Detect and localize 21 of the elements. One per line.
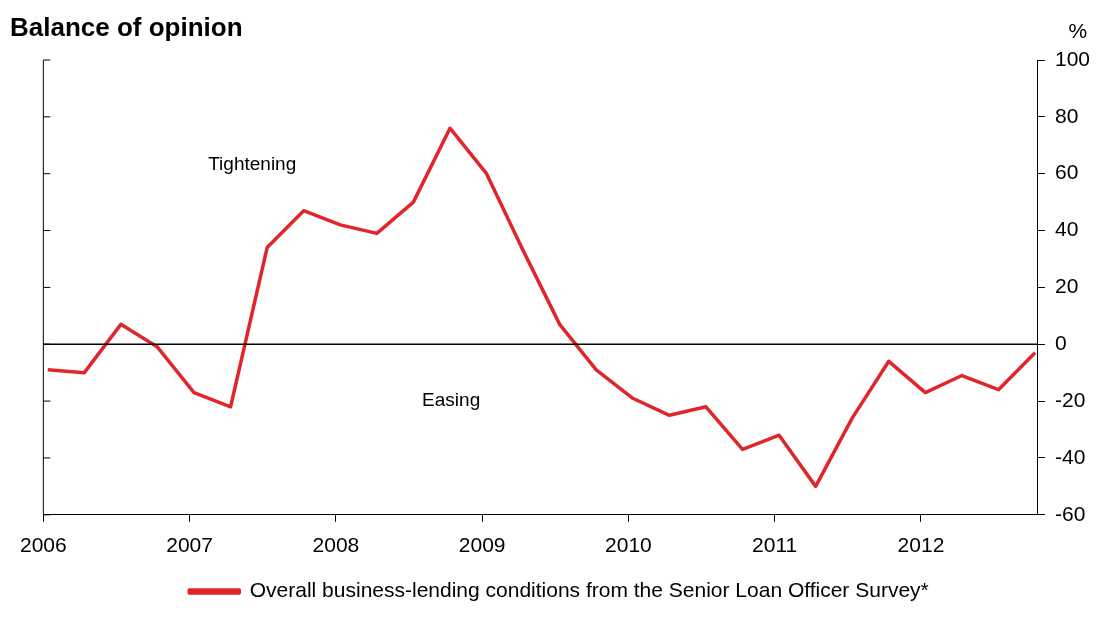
x-tick-label: 2010 [605, 533, 652, 557]
y-tick-label: -40 [1054, 444, 1086, 468]
x-tick-label: 2009 [458, 533, 506, 557]
legend-label: Overall business-lending conditions from the Senior Loan Officer Survey* [249, 578, 929, 602]
x-tick-label: 2011 [752, 533, 798, 557]
x-tick-label: 2008 [312, 533, 360, 557]
x-tick-label: 2012 [897, 533, 945, 557]
y-axis-title: % [1068, 19, 1088, 42]
y-tick-label: 100 [1054, 46, 1091, 70]
chart-title: Balance of opinion [10, 12, 243, 42]
y-tick-label: 60 [1054, 160, 1079, 184]
x-tick-label: 2006 [20, 533, 67, 557]
y-tick-label: -60 [1054, 501, 1086, 525]
annotation: Tightening [208, 152, 297, 174]
y-tick-label: 40 [1054, 217, 1079, 241]
annotation: Easing [422, 389, 481, 411]
y-tick-label: 0 [1054, 331, 1067, 355]
y-tick-label: -20 [1054, 387, 1086, 411]
x-tick-label: 2007 [166, 533, 213, 557]
y-tick-label: 80 [1054, 103, 1079, 127]
y-tick-label: 20 [1054, 274, 1079, 298]
